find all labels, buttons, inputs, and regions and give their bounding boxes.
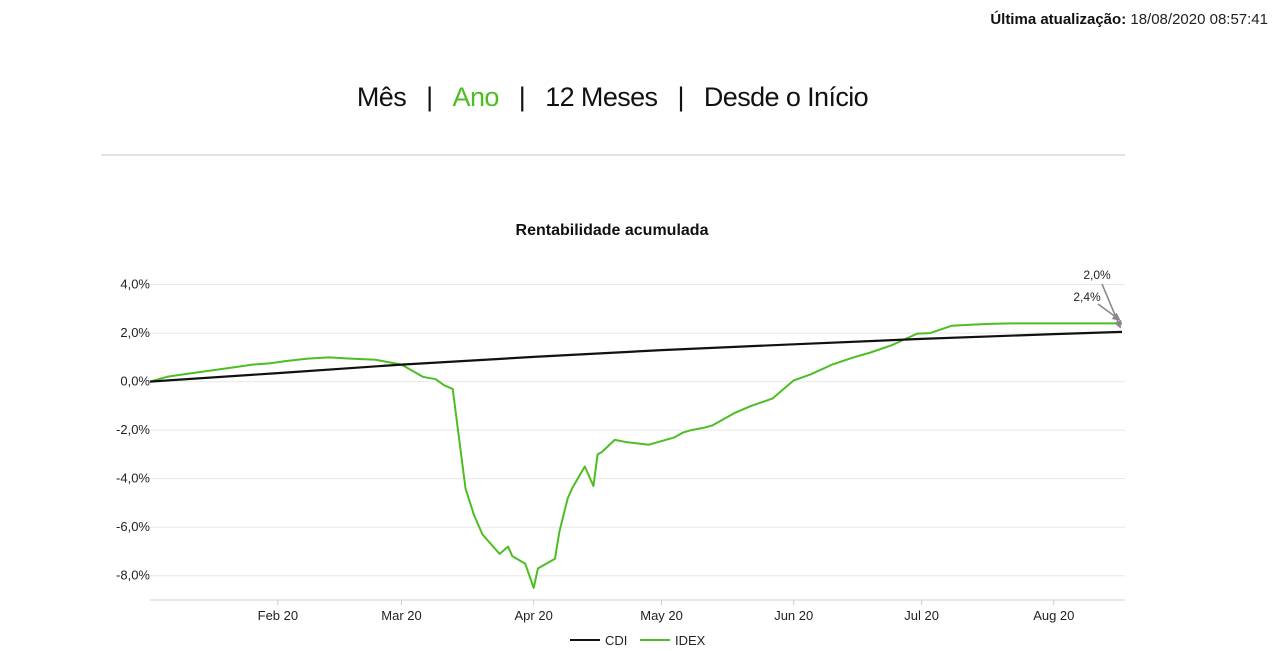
x-tick-label: Mar 20 [381,608,421,623]
x-axis: Feb 20 Mar 20 Apr 20 May 20 Jun 20 Jul 20 Aug … [258,600,1074,623]
accumulated-return-chart: Rentabilidade acumulada 4,0% 2,0% 0,0% -2,0… [116,222,1125,648]
tab-ano[interactable]: Ano [452,82,500,112]
y-tick-label: -6,0% [116,519,150,534]
y-tick-label: 0,0% [120,374,150,389]
x-tick-label: Jun 20 [774,608,813,623]
divider [101,154,1125,156]
y-tick-label: 2,0% [120,325,150,340]
tab-separator: | [518,82,526,112]
annotation-label: 2,4% [1073,290,1101,304]
tab-mes[interactable]: Mês [356,82,407,112]
tab-desde-o-inicio[interactable]: Desde o Início [703,82,869,112]
y-tick-label: -8,0% [116,568,150,583]
series-line-idex [149,322,1122,589]
annotation-label: 2,0% [1083,268,1111,282]
last-update: Última atualização: 18/08/2020 08:57:41 [990,11,1268,28]
y-tick-label: -2,0% [116,422,150,437]
y-tick-label: 4,0% [120,277,150,292]
period-tabs: Mês | Ano | 12 Meses | Desde o Início [0,82,1225,113]
x-tick-label: Feb 20 [258,608,298,623]
x-tick-label: Jul 20 [904,608,939,623]
tab-12-meses[interactable]: 12 Meses [545,82,658,112]
annotation-arrow [1097,303,1121,321]
annotation-arrow [1101,283,1122,329]
grid [150,284,1125,601]
series-lines [149,322,1123,589]
chart-title: Rentabilidade acumulada [516,222,709,239]
tab-separator: | [426,82,433,112]
last-update-label: Última atualização: [990,11,1127,28]
legend-label-cdi: CDI [605,633,627,648]
x-tick-label: Apr 20 [515,608,553,623]
x-tick-label: May 20 [640,608,683,623]
y-axis: 4,0% 2,0% 0,0% -2,0% -4,0% -6,0% -8,0% [116,277,150,583]
tab-separator: | [677,82,684,112]
legend: CDI IDEX [570,633,706,648]
x-tick-label: Aug 20 [1033,608,1074,623]
legend-label-idex: IDEX [675,633,706,648]
last-update-value: 18/08/2020 08:57:41 [1130,11,1268,28]
series-line-cdi [149,330,1123,383]
y-tick-label: -4,0% [116,471,150,486]
annotations: 2,0% 2,4% [1073,268,1122,329]
